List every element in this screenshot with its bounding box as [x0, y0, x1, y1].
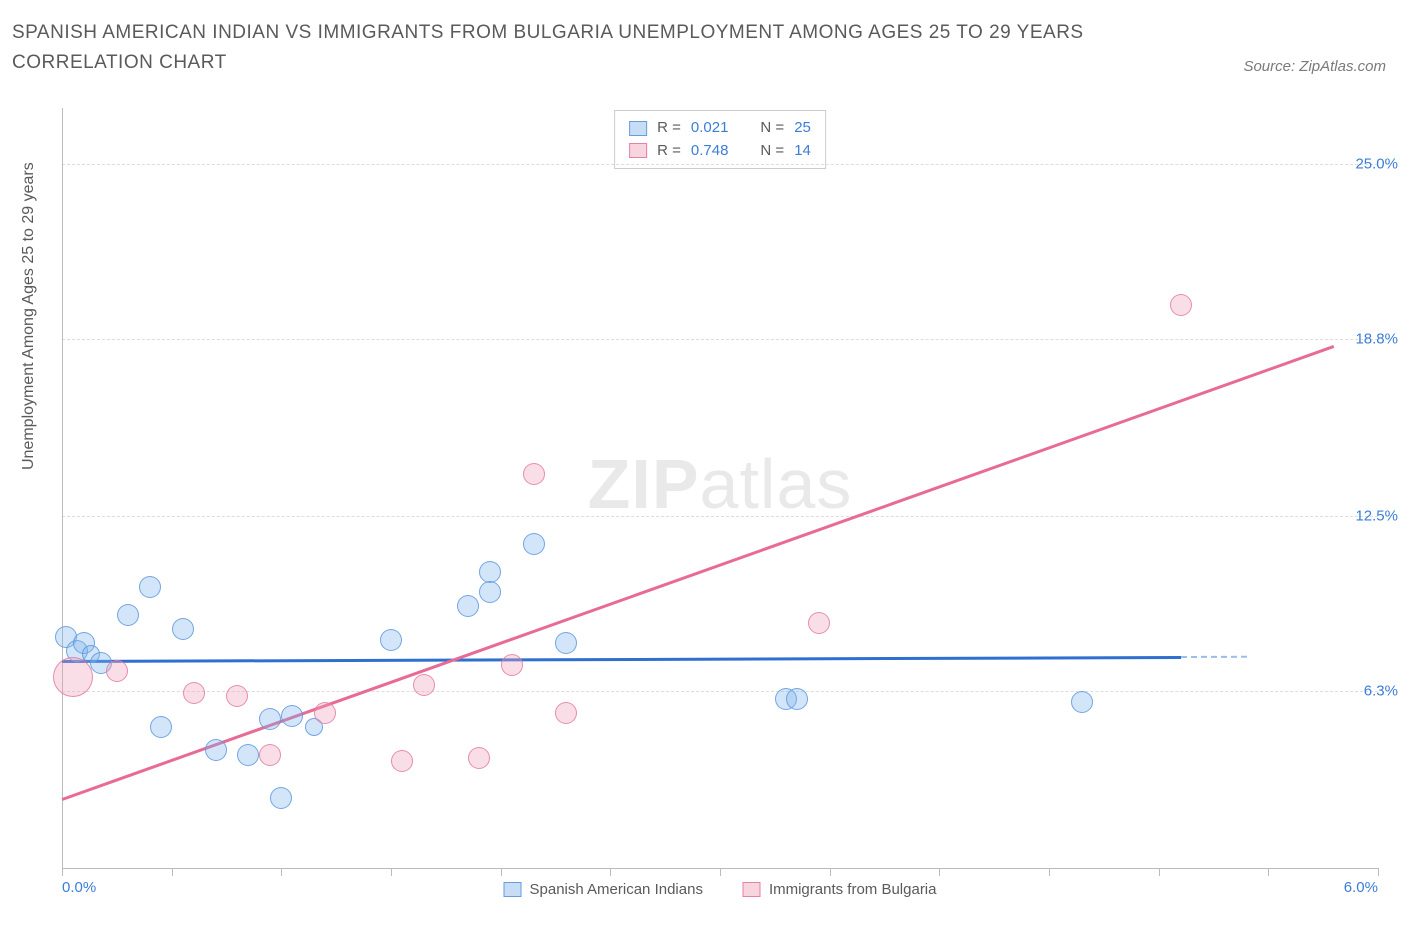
data-point	[281, 705, 303, 727]
data-point	[150, 716, 172, 738]
legend-swatch	[629, 121, 647, 136]
legend-n-label: N =	[760, 117, 784, 140]
data-point	[237, 744, 259, 766]
x-tick	[720, 868, 721, 876]
gridline	[62, 516, 1378, 517]
data-point	[270, 787, 292, 809]
legend-series-label: Spanish American Indians	[530, 881, 703, 898]
data-point	[391, 750, 413, 772]
data-point	[786, 688, 808, 710]
legend-n-label: N =	[760, 140, 784, 163]
data-point	[172, 618, 194, 640]
data-point	[555, 702, 577, 724]
legend-stats: R = 0.021 N = 25 R = 0.748 N = 14	[614, 110, 826, 169]
data-point	[259, 744, 281, 766]
y-axis-label: Unemployment Among Ages 25 to 29 years	[20, 162, 38, 470]
legend-swatch	[743, 882, 761, 897]
scatter-plot: ZIPatlas R =0.021N =25R =0.748N =14 6.3%…	[62, 108, 1378, 868]
data-point	[1071, 691, 1093, 713]
data-point	[501, 654, 523, 676]
gridline	[62, 339, 1378, 340]
data-point	[53, 657, 93, 697]
x-tick	[391, 868, 392, 876]
x-tick	[501, 868, 502, 876]
data-point	[808, 612, 830, 634]
y-tick-label: 12.5%	[1355, 508, 1398, 525]
source-attribution: Source: ZipAtlas.com	[1243, 58, 1386, 75]
x-tick	[62, 868, 63, 876]
legend-n-value: 14	[794, 140, 811, 163]
chart-area: ZIPatlas R =0.021N =25R =0.748N =14 6.3%…	[62, 108, 1378, 868]
x-tick	[1268, 868, 1269, 876]
legend-swatch	[629, 143, 647, 158]
x-tick	[1049, 868, 1050, 876]
y-tick-label: 6.3%	[1364, 682, 1398, 699]
legend-stat-row: R = 0.021 N = 25	[629, 117, 811, 140]
data-point	[555, 632, 577, 654]
data-point	[314, 702, 336, 724]
x-tick	[830, 868, 831, 876]
gridline	[62, 691, 1378, 692]
data-point	[183, 682, 205, 704]
legend-n-value: 25	[794, 117, 811, 140]
data-point	[457, 595, 479, 617]
x-tick	[1378, 868, 1379, 876]
x-tick	[939, 868, 940, 876]
y-tick-label: 25.0%	[1355, 156, 1398, 173]
legend-series-item: Immigrants from Bulgaria	[743, 881, 937, 898]
x-tick	[172, 868, 173, 876]
y-axis-line	[62, 108, 63, 868]
trend-line	[62, 656, 1181, 662]
x-tick-label: 6.0%	[1344, 879, 1378, 896]
legend-series: Spanish American Indians Immigrants from …	[504, 881, 937, 898]
trend-line	[62, 345, 1335, 801]
x-tick	[1159, 868, 1160, 876]
data-point	[1170, 294, 1192, 316]
y-tick-label: 18.8%	[1355, 330, 1398, 347]
gridline	[62, 164, 1378, 165]
data-point	[106, 660, 128, 682]
data-point	[226, 685, 248, 707]
data-point	[523, 533, 545, 555]
x-tick-label: 0.0%	[62, 879, 96, 896]
legend-r-label: R =	[657, 117, 681, 140]
data-point	[139, 576, 161, 598]
watermark: ZIPatlas	[588, 444, 853, 524]
data-point	[523, 463, 545, 485]
legend-stat-row: R = 0.748 N = 14	[629, 140, 811, 163]
legend-series-item: Spanish American Indians	[504, 881, 703, 898]
legend-r-label: R =	[657, 140, 681, 163]
x-tick	[610, 868, 611, 876]
legend-r-value: 0.021	[691, 117, 729, 140]
legend-r-value: 0.748	[691, 140, 729, 163]
chart-title: SPANISH AMERICAN INDIAN VS IMMIGRANTS FR…	[12, 18, 1112, 79]
legend-swatch	[504, 882, 522, 897]
data-point	[479, 581, 501, 603]
data-point	[117, 604, 139, 626]
data-point	[380, 629, 402, 651]
legend-series-label: Immigrants from Bulgaria	[769, 881, 937, 898]
trend-line	[1181, 655, 1247, 657]
x-tick	[281, 868, 282, 876]
data-point	[413, 674, 435, 696]
data-point	[259, 708, 281, 730]
data-point	[205, 739, 227, 761]
data-point	[468, 747, 490, 769]
data-point	[479, 561, 501, 583]
